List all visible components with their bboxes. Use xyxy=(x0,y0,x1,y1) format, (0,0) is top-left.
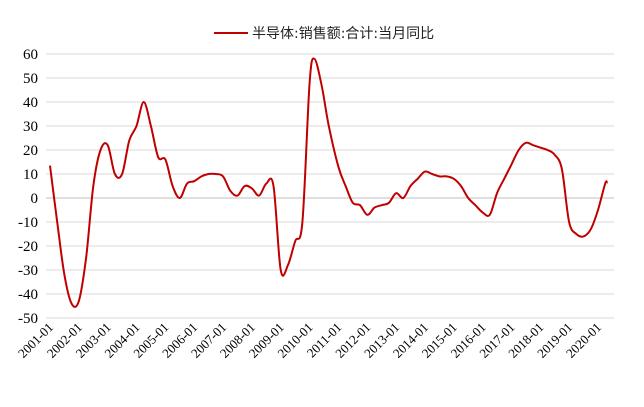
y-tick-label: -10 xyxy=(18,215,38,231)
y-axis-ticks: 60 50 40 30 20 10 0 -10 -20 -30 -40 -50 xyxy=(18,47,38,327)
series-line xyxy=(49,57,609,308)
y-tick-label: -20 xyxy=(18,239,38,255)
y-tick-label: 40 xyxy=(23,95,38,111)
y-tick-label: 30 xyxy=(23,119,38,135)
y-tick-label: 20 xyxy=(23,143,38,159)
legend-label: 半导体:销售额:合计:当月同比 xyxy=(252,26,434,42)
y-tick-label: -40 xyxy=(18,287,38,303)
y-tick-label: 50 xyxy=(23,71,38,87)
x-axis-ticks: 2001-012002-012003-012004-012005-012006-… xyxy=(15,320,604,361)
y-tick-label: 60 xyxy=(23,47,38,63)
y-tick-label: 10 xyxy=(23,167,38,183)
y-tick-label: -50 xyxy=(18,311,38,327)
y-tick-label: -30 xyxy=(18,263,38,279)
grid-lines xyxy=(46,53,614,319)
y-tick-label: 0 xyxy=(31,191,39,207)
legend: 半导体:销售额:合计:当月同比 xyxy=(214,26,434,42)
